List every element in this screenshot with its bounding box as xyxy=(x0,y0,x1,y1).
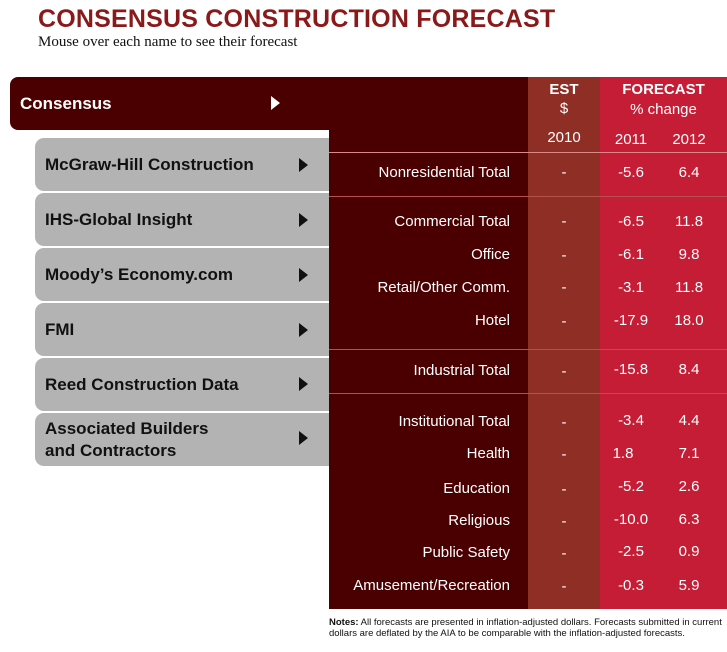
nav-item-fmi[interactable]: FMI xyxy=(35,303,329,356)
row-2011: -5.6 xyxy=(618,164,644,181)
row-2011: -6.1 xyxy=(618,246,644,263)
row-est: - xyxy=(561,247,567,264)
row-2012: 0.9 xyxy=(678,543,700,560)
section-divider xyxy=(329,349,727,350)
nav-item-consensus[interactable]: Consensus xyxy=(10,77,329,130)
row-est: - xyxy=(561,164,567,181)
header-divider xyxy=(329,152,727,153)
row-label: Health xyxy=(466,445,510,462)
row-est: - xyxy=(561,279,567,296)
forecast-column-bg xyxy=(600,77,727,609)
row-label: Public Safety xyxy=(422,544,510,561)
row-2011: -6.5 xyxy=(618,213,644,230)
arrow-right-icon xyxy=(299,431,308,445)
row-label: Office xyxy=(471,246,510,263)
row-2011: -15.8 xyxy=(613,361,649,378)
row-est: - xyxy=(561,313,567,330)
forecast-unit: % change xyxy=(630,101,697,118)
arrow-right-icon xyxy=(299,377,308,391)
nav-item-label: Consensus xyxy=(20,93,112,113)
year-2011: 2011 xyxy=(614,131,648,148)
row-est: - xyxy=(561,545,567,562)
section-divider xyxy=(329,393,727,394)
arrow-right-icon xyxy=(299,268,308,282)
row-2012: 11.8 xyxy=(674,213,704,230)
row-2011: 1.8 xyxy=(612,445,634,462)
row-label: Institutional Total xyxy=(398,413,510,430)
row-label: Hotel xyxy=(474,312,510,329)
row-est: - xyxy=(561,578,567,595)
nav-item-label-line1: Associated Builders xyxy=(45,418,209,438)
nav-item-reed-construction-data[interactable]: Reed Construction Data xyxy=(35,358,329,411)
row-2012: 11.8 xyxy=(674,279,704,296)
nav-item-label: Moody’s Economy.com xyxy=(45,264,233,284)
section-divider xyxy=(329,196,727,197)
forecast-header: FORECAST xyxy=(622,81,705,98)
row-label: Nonresidential Total xyxy=(378,164,510,181)
row-2011: -5.2 xyxy=(618,478,644,495)
row-label: Education xyxy=(443,480,510,497)
row-label: Industrial Total xyxy=(413,362,510,379)
row-2012: 8.4 xyxy=(678,361,700,378)
row-2012: 18.0 xyxy=(674,312,704,329)
row-2012: 2.6 xyxy=(678,478,700,495)
notes: Notes: All forecasts are presented in in… xyxy=(329,617,725,650)
page-subtitle: Mouse over each name to see their foreca… xyxy=(38,34,298,50)
arrow-right-icon xyxy=(299,323,308,337)
nav-item-label: IHS-Global Insight xyxy=(45,209,193,229)
row-2012: 5.9 xyxy=(678,577,700,594)
row-2012: 6.4 xyxy=(678,164,700,181)
year-2012: 2012 xyxy=(672,131,706,148)
row-2011: -0.3 xyxy=(618,577,644,594)
nav-item-ihs-global-insight[interactable]: IHS-Global Insight xyxy=(35,193,329,246)
nav-item-label-line2: and Contractors xyxy=(45,440,177,460)
row-est: - xyxy=(561,513,567,530)
row-est: - xyxy=(561,363,567,380)
est-header: EST xyxy=(549,81,579,98)
row-2011: -10.0 xyxy=(613,511,649,528)
row-2011: -17.9 xyxy=(613,312,649,329)
row-label: Amusement/Recreation xyxy=(353,577,510,594)
nav-item-label: Reed Construction Data xyxy=(45,374,239,394)
nav-item-mcgraw-hill[interactable]: McGraw-Hill Construction xyxy=(35,138,329,191)
row-est: - xyxy=(561,414,567,431)
row-2012: 7.1 xyxy=(678,445,700,462)
row-est: - xyxy=(561,446,567,463)
forecast-table: EST $ FORECAST % change 2010 2011 2012 N… xyxy=(329,77,727,609)
est-column-bg xyxy=(528,77,600,609)
row-2011: -2.5 xyxy=(618,543,644,560)
row-label: Retail/Other Comm. xyxy=(377,279,510,296)
row-label: Religious xyxy=(448,512,510,529)
row-2011: -3.1 xyxy=(618,279,644,296)
nav-item-label: FMI xyxy=(45,319,75,339)
row-2012: 6.3 xyxy=(678,511,700,528)
nav-item-label: Associated Builders and Contractors xyxy=(45,418,208,462)
nav-item-moodys[interactable]: Moody’s Economy.com xyxy=(35,248,329,301)
arrow-right-icon xyxy=(299,213,308,227)
row-2012: 4.4 xyxy=(678,412,700,429)
est-unit: $ xyxy=(559,100,569,117)
page-title: CONSENSUS CONSTRUCTION FORECAST xyxy=(38,5,556,33)
nav-item-associated-builders[interactable]: Associated Builders and Contractors xyxy=(35,413,329,466)
arrow-right-icon xyxy=(299,158,308,172)
row-label: Commercial Total xyxy=(394,213,510,230)
notes-label: Notes: xyxy=(329,617,359,628)
row-est: - xyxy=(561,213,567,230)
arrow-right-icon xyxy=(271,96,280,110)
row-est: - xyxy=(561,481,567,498)
notes-text: All forecasts are presented in inflation… xyxy=(329,617,722,639)
row-2011: -3.4 xyxy=(618,412,644,429)
nav-item-label: McGraw-Hill Construction xyxy=(45,154,254,174)
year-2010: 2010 xyxy=(547,129,581,146)
row-2012: 9.8 xyxy=(678,246,700,263)
